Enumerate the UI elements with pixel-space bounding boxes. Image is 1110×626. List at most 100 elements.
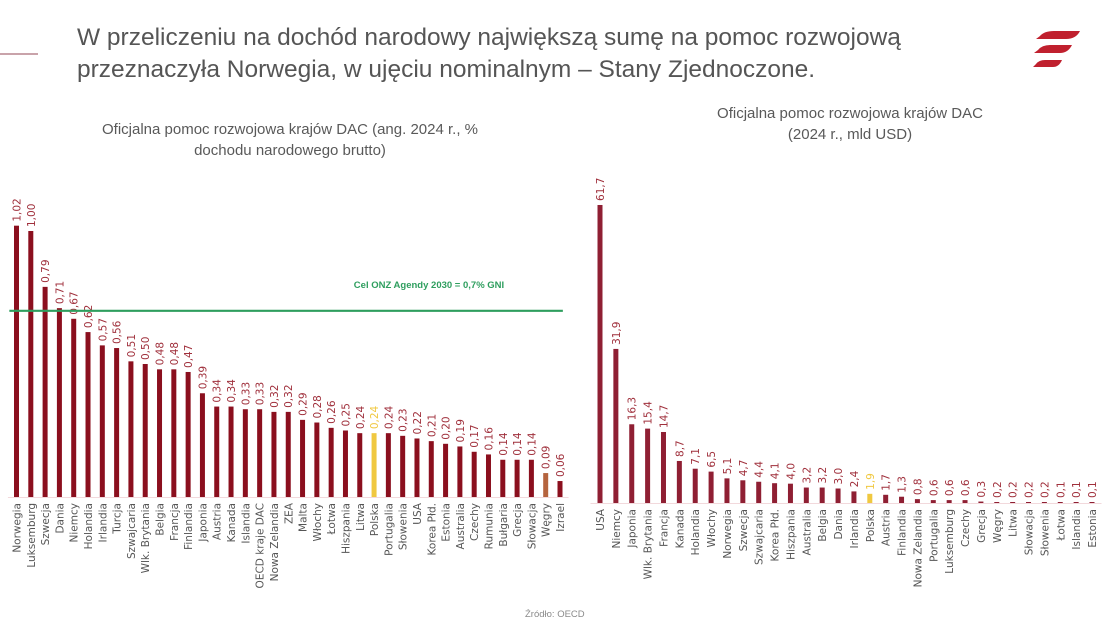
value-label: 4,4 [754, 461, 766, 478]
value-label: 31,9 [611, 322, 623, 345]
bar-korea-płd- [772, 483, 778, 503]
value-label: 0,79 [40, 259, 52, 282]
value-label: 3,2 [817, 467, 829, 484]
category-label: Łotwa [326, 503, 338, 535]
category-label: Japonia [197, 503, 209, 543]
value-label: 0,33 [255, 382, 267, 405]
bar-litwa [1010, 502, 1016, 503]
value-label: 2,4 [849, 470, 861, 487]
value-label: 0,48 [155, 342, 167, 365]
category-label: Dania [833, 509, 845, 540]
bar-luksemburg [946, 500, 952, 503]
category-label: Szwecja [738, 509, 750, 551]
bar-słowenia [400, 435, 406, 497]
category-label: Australia [801, 509, 813, 555]
category-label: Bułgaria [498, 503, 510, 547]
bar-irlandia [851, 491, 857, 503]
category-label: Wlk. Brytania [643, 509, 655, 579]
bar-słowacja [1026, 502, 1032, 503]
category-label: Słowacja [1024, 509, 1036, 555]
logo-stripe-middle [1034, 45, 1072, 53]
value-label: 6,5 [706, 451, 718, 468]
bar-słowenia [1041, 502, 1047, 503]
value-label: 1,7 [881, 474, 893, 491]
value-label: 0,34 [226, 379, 238, 403]
value-label: 0,20 [441, 416, 453, 439]
bar-grecja [514, 459, 520, 497]
value-label: 0,1 [1055, 481, 1067, 498]
bar-australia [457, 446, 463, 497]
category-label: Grecja [976, 509, 988, 543]
value-label: 4,7 [738, 460, 750, 477]
category-label: Nowa Zelandia [269, 503, 281, 581]
value-label: 0,28 [312, 395, 324, 418]
category-label: Czechy [960, 509, 972, 547]
category-label: Polska [865, 509, 877, 542]
category-label: Portugalia [383, 503, 395, 556]
bar-wlk-brytania [645, 428, 651, 503]
bar-szwajcaria [128, 361, 134, 497]
bar-łotwa [328, 427, 334, 497]
page-headline: W przeliczeniu na dochód narodowy najwię… [77, 22, 977, 86]
value-label: 0,29 [298, 392, 310, 415]
category-label: Czechy [469, 503, 481, 541]
value-label: 0,17 [469, 424, 481, 447]
value-label: 0,6 [960, 479, 972, 496]
bar-rumunia [485, 454, 491, 497]
value-label: 0,23 [398, 408, 410, 431]
bar-irlandia [99, 345, 105, 497]
bar-nowa-zelandia [914, 499, 920, 503]
category-label: Japonia [627, 509, 639, 549]
category-label: Hiszpania [785, 509, 797, 560]
bar-włochy [708, 471, 714, 503]
value-label: 0,3 [976, 481, 988, 498]
bar-hiszpania [342, 430, 348, 497]
category-label: Wlk. Brytania [140, 503, 152, 573]
bar-słowacja [528, 459, 534, 497]
title-accent-rule [0, 53, 38, 55]
category-label: Korea Płd. [770, 509, 782, 561]
value-label: 1,02 [12, 198, 24, 221]
bar-finlandia [185, 371, 191, 497]
bar-niemcy [71, 318, 77, 497]
category-label: Belgia [155, 503, 167, 536]
bar-włochy [314, 422, 320, 497]
category-label: Holandia [690, 509, 702, 555]
category-label: Dania [54, 503, 66, 534]
category-label: Portugalia [928, 509, 940, 562]
value-label: 0,14 [526, 432, 538, 456]
value-label: 0,1 [1087, 481, 1099, 498]
value-label: 3,0 [833, 468, 845, 485]
bar-izrael [557, 481, 563, 497]
bar-węgry [543, 473, 549, 497]
bar-szwecja [740, 480, 746, 503]
category-label: Luksemburg [26, 503, 38, 568]
category-label: Włochy [312, 503, 324, 541]
value-label: 0,14 [498, 432, 510, 456]
category-label: Kanada [226, 503, 238, 542]
left-chart-oda-gni: 1,02 Norwegia 1,00 Luksemburg 0,79 Szwecja 0,7… [7, 198, 569, 588]
value-label: 0,16 [483, 427, 495, 451]
value-label: 0,06 [555, 453, 567, 477]
category-label: Luksemburg [944, 509, 956, 574]
bar-węgry [994, 502, 1000, 503]
category-label: Hiszpania [340, 503, 352, 554]
bar-szwajcaria [756, 481, 762, 503]
value-label: 1,00 [26, 204, 38, 227]
bar-zea [285, 411, 291, 497]
bar-kanada [228, 406, 234, 497]
value-label: 0,32 [283, 384, 295, 407]
left-chart-title-line-1: Oficjalna pomoc rozwojowa krajów DAC (an… [102, 121, 478, 138]
bar-litwa [357, 433, 363, 497]
value-label: 5,1 [722, 458, 734, 475]
bar-norwegia [724, 478, 730, 503]
value-label: 0,2 [1008, 481, 1020, 498]
bar-bułgaria [500, 459, 506, 497]
category-label: USA [595, 508, 607, 531]
bar-hiszpania [787, 483, 793, 503]
category-label: Korea Płd. [426, 503, 438, 555]
bar-portugalia [385, 433, 391, 497]
category-label: Irlandia [97, 503, 109, 542]
right-chart-title-line-1: Oficjalna pomoc rozwojowa krajów DAC [717, 105, 983, 122]
bar-austria [214, 406, 220, 497]
